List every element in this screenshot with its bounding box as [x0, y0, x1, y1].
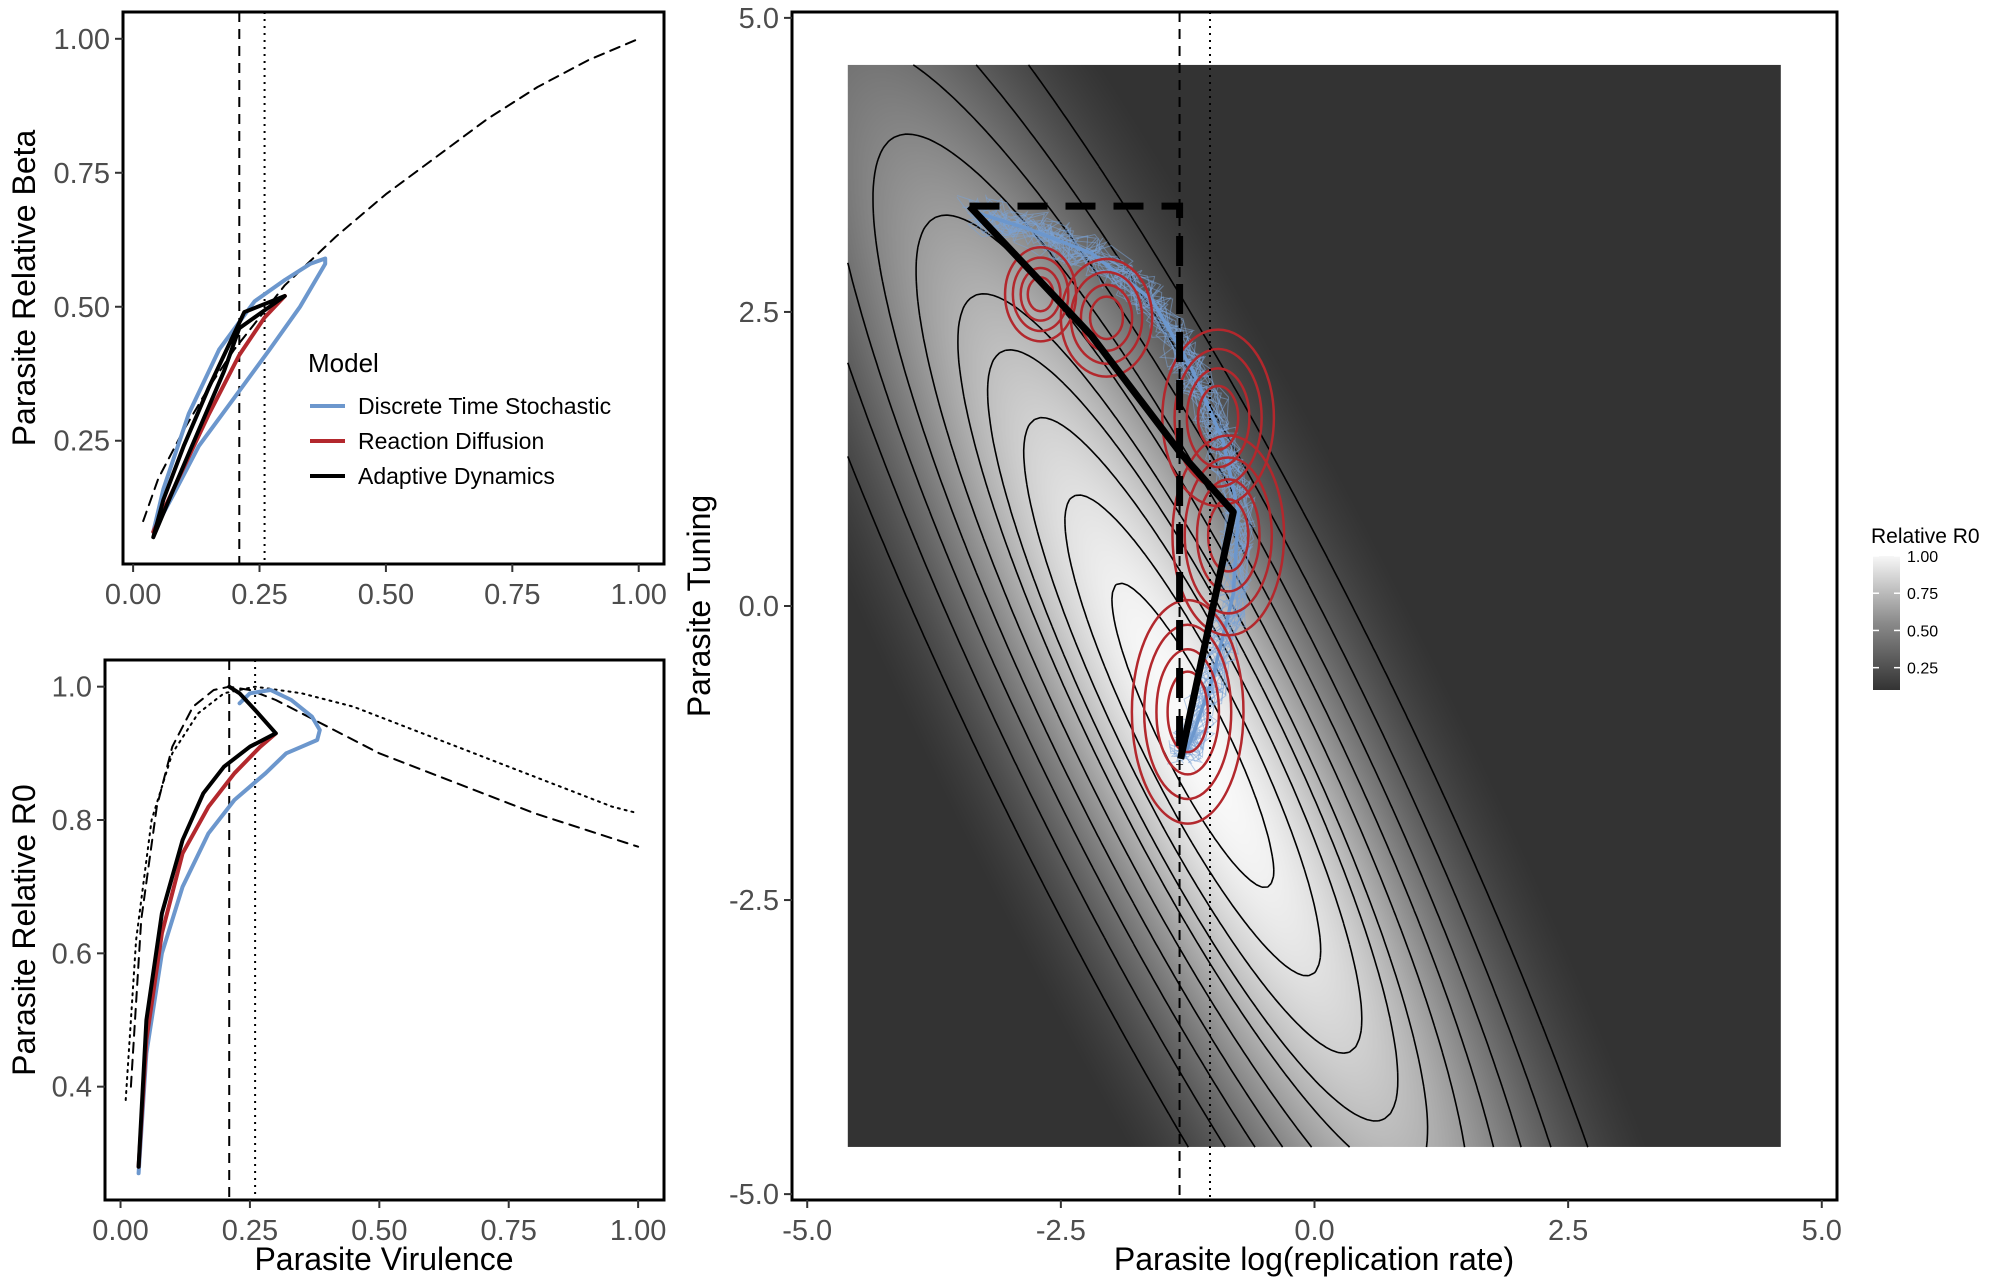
landscape-x-tick-label-0: -5.0: [782, 1215, 832, 1247]
reaction-diffusion-ellipse-1-3: [1088, 295, 1125, 341]
r0-panel-frame: [103, 658, 666, 1202]
beta-y-tick-label-2: 0.75: [54, 158, 110, 190]
r0-x-tick-label-2: 0.50: [351, 1215, 407, 1247]
colorbar-tick-label-0: 1.00: [1907, 549, 1938, 566]
reaction-diffusion-ellipse-4-3: [1166, 670, 1210, 754]
r0-y-tick-label-2: 0.8: [52, 805, 92, 837]
r0-series-adaptive-dynamics: [136, 684, 278, 1169]
beta-series-dashed-reference-0: [142, 37, 640, 523]
colorbar: Relative R0 1.00 0.75 0.50 0.25: [1871, 525, 1980, 690]
r0-series-reaction-diffusion: [136, 731, 278, 1169]
beta-plot-area: [142, 12, 640, 564]
colorbar-gradient: [1873, 556, 1900, 690]
legend-label-stochastic: Discrete Time Stochastic: [358, 393, 611, 419]
reaction-diffusion-ellipse-4-2: [1155, 648, 1221, 776]
beta-x-tick-label-3: 0.75: [484, 579, 540, 611]
beta-axes: 0.25 0.50 0.75 1.00 0.00 0.25 0.50 0.75 1.00: [54, 24, 667, 611]
reaction-diffusion-ellipse-3-3: [1206, 498, 1250, 573]
r0-x-axis-title: Parasite Virulence: [254, 1241, 513, 1277]
contour-level-8: [1064, 494, 1322, 977]
landscape-x-tick-label-4: 5.0: [1802, 1215, 1842, 1247]
beta-x-tick-label-0: 0.00: [105, 579, 161, 611]
adaptive-dynamics-path: [966, 203, 1237, 760]
r0-axes: 0.4 0.6 0.8 1.0 0.00 0.25 0.50 0.75 1.00: [52, 672, 667, 1247]
reaction-diffusion-ellipse-3-1: [1183, 456, 1274, 615]
legend: Model Discrete Time Stochastic Reaction …: [308, 348, 611, 489]
r0-x-tick-label-1: 0.25: [222, 1215, 278, 1247]
reaction-diffusion-ellipse-0-2: [1019, 266, 1062, 322]
r0-y-axis-title: Parasite Relative R0: [6, 784, 42, 1076]
contour-level-4: [915, 214, 1466, 1148]
legend-label-reaction-diffusion: Reaction Diffusion: [358, 428, 544, 454]
beta-panel: 0.25 0.50 0.75 1.00 0.00 0.25 0.50 0.75 1.00 Par…: [6, 10, 667, 611]
reaction-diffusion-ellipse-2-3: [1196, 384, 1240, 451]
contour-level-7: [1022, 416, 1363, 1054]
r0-series-discrete-time-stochastic: [136, 688, 322, 1176]
beta-y-tick-label-1: 0.50: [54, 292, 110, 324]
landscape-y-tick-label-0: -5.0: [729, 1179, 779, 1211]
r0-series-dashed-reference-0: [129, 685, 640, 1088]
landscape-y-tick-label-4: 5.0: [739, 3, 779, 35]
r0-series-dotted-reference-1: [124, 685, 640, 1101]
beta-x-tick-label-2: 0.50: [358, 579, 414, 611]
landscape-x-axis-title: Parasite log(replication rate): [1114, 1241, 1514, 1277]
legend-title: Model: [308, 348, 379, 378]
reaction-diffusion-ellipse-1-0: [1059, 257, 1154, 378]
beta-y-axis-title: Parasite Relative Beta: [6, 129, 42, 446]
r0-x-tick-label-4: 1.00: [610, 1215, 666, 1247]
beta-y-tick-label-0: 0.25: [54, 426, 110, 458]
beta-series-adaptive-dynamics: [151, 294, 287, 540]
landscape-x-tick-label-2: 0.0: [1294, 1215, 1334, 1247]
reaction-diffusion-ellipse-2-1: [1173, 347, 1263, 488]
landscape-x-tick-label-1: -2.5: [1036, 1215, 1086, 1247]
r0-plot-area: [124, 660, 640, 1200]
contour-level-5: [957, 293, 1429, 1148]
reaction-diffusion-ellipse-2-2: [1185, 367, 1251, 469]
landscape-x-tick-label-3: 2.5: [1548, 1215, 1588, 1247]
colorbar-tick-label-1: 0.75: [1907, 586, 1938, 603]
landscape-y-axis-title: Parasite Tuning: [681, 495, 717, 717]
reaction-diffusion-ellipse-4-0: [1130, 598, 1245, 825]
legend-label-adaptive-dynamics: Adaptive Dynamics: [358, 463, 555, 489]
r0-x-tick-label-3: 0.75: [480, 1215, 536, 1247]
beta-y-tick-label-3: 1.00: [54, 24, 110, 56]
colorbar-tick-label-3: 0.25: [1907, 661, 1938, 678]
colorbar-tick-label-2: 0.50: [1907, 623, 1938, 640]
landscape-plot-area: [847, 12, 1781, 1200]
r0-y-tick-label-0: 0.4: [52, 1072, 92, 1104]
colorbar-ticks: 1.00 0.75 0.50 0.25: [1873, 549, 1938, 678]
r0-y-tick-label-3: 1.0: [52, 672, 92, 704]
landscape-y-tick-label-3: 2.5: [739, 297, 779, 329]
beta-series-discrete-time-stochastic: [151, 256, 328, 534]
landscape-y-tick-label-1: -2.5: [729, 885, 779, 917]
r0-y-tick-label-1: 0.6: [52, 938, 92, 970]
reaction-diffusion-ellipse-4-1: [1142, 623, 1233, 801]
reaction-diffusion-ellipse-3-2: [1195, 478, 1261, 593]
beta-x-tick-label-1: 0.25: [231, 579, 287, 611]
contour-level-1: [847, 64, 1552, 1148]
landscape-axes: -5.0 -2.5 0.0 2.5 5.0 -5.0 -2.5 0.0 2.5 5.0: [729, 3, 1842, 1247]
landscape-panel: -5.0 -2.5 0.0 2.5 5.0 -5.0 -2.5 0.0 2.5 5.0 Paras…: [681, 3, 1842, 1277]
r0-x-tick-label-0: 0.00: [92, 1215, 148, 1247]
r0-panel: 0.4 0.6 0.8 1.0 0.00 0.25 0.50 0.75 1.00 Parasit…: [6, 658, 667, 1277]
contour-level-0: [847, 64, 1589, 1148]
colorbar-title: Relative R0: [1871, 525, 1980, 548]
landscape-y-tick-label-2: 0.0: [739, 591, 779, 623]
reaction-diffusion-ellipse-0-1: [1011, 256, 1070, 333]
beta-x-tick-label-4: 1.00: [610, 579, 666, 611]
beta-panel-frame: [121, 10, 666, 566]
